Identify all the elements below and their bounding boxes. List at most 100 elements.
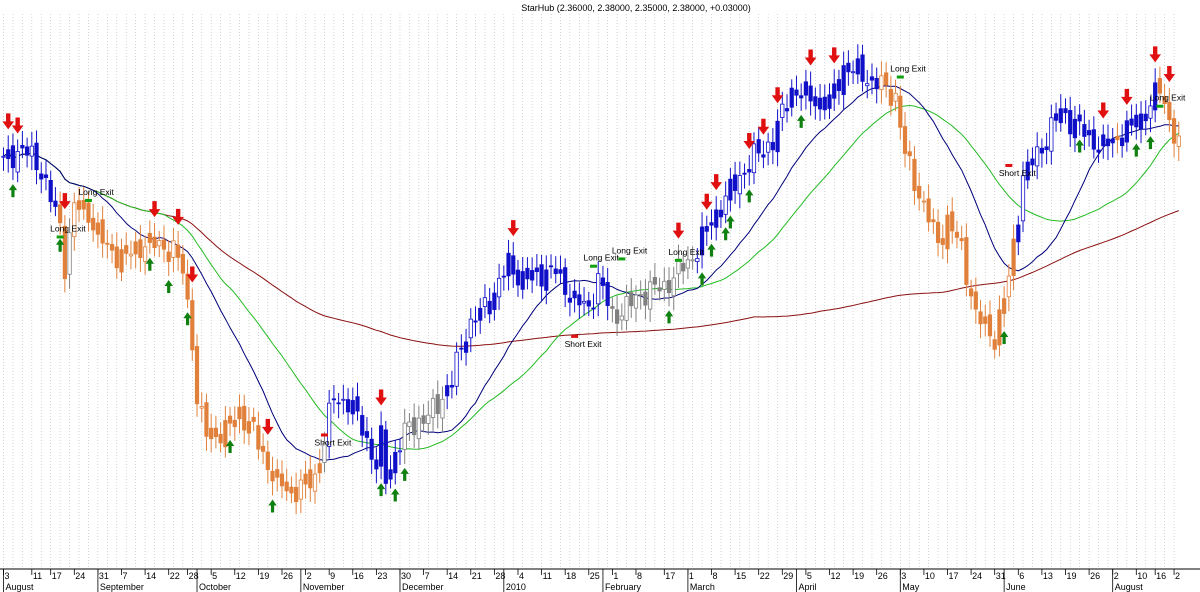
candle xyxy=(803,69,809,110)
candle xyxy=(10,133,16,181)
sell-arrow xyxy=(172,208,184,225)
candle xyxy=(615,295,620,336)
candle xyxy=(1030,147,1035,177)
candle xyxy=(737,161,742,209)
candle xyxy=(1105,124,1111,161)
candle xyxy=(213,415,218,449)
candle xyxy=(445,374,450,410)
candle xyxy=(879,61,884,104)
candle xyxy=(256,411,261,460)
candle xyxy=(586,291,591,317)
candle xyxy=(496,263,502,310)
x-tick-label: 9 xyxy=(330,571,335,581)
candle xyxy=(931,208,936,234)
long-exit-marker xyxy=(84,198,92,202)
candle xyxy=(473,306,478,337)
candle xyxy=(969,279,974,310)
candle xyxy=(133,231,138,269)
candle xyxy=(657,277,662,301)
candle xyxy=(454,342,459,396)
candle xyxy=(515,259,521,297)
x-tick-label: 16 xyxy=(354,571,364,581)
candle xyxy=(1025,149,1030,189)
candle xyxy=(369,427,374,474)
candle xyxy=(822,84,827,120)
candle xyxy=(685,246,691,279)
candle xyxy=(534,254,539,286)
x-tick-label: 18 xyxy=(566,571,576,581)
x-tick-label: 1 xyxy=(613,571,618,581)
candle xyxy=(303,460,308,499)
candle xyxy=(119,238,124,282)
candle xyxy=(917,172,922,211)
candle xyxy=(86,192,91,232)
candle xyxy=(935,209,941,257)
candle xyxy=(690,246,695,270)
candle xyxy=(954,220,960,249)
candle xyxy=(53,187,58,217)
long-exit-label: Long Exit xyxy=(584,253,620,263)
candle xyxy=(643,279,648,320)
candle xyxy=(76,186,82,223)
candle xyxy=(449,370,455,399)
candle xyxy=(888,75,893,116)
month-label: November xyxy=(303,582,345,592)
candle xyxy=(327,390,332,459)
candle xyxy=(851,60,856,85)
candle xyxy=(440,386,445,433)
candle xyxy=(761,140,766,169)
sell-arrow xyxy=(507,220,520,237)
candle xyxy=(194,334,200,417)
sell-arrow xyxy=(11,117,24,134)
candle xyxy=(992,330,997,359)
candle xyxy=(72,192,77,251)
candle xyxy=(166,240,171,276)
candle xyxy=(1077,104,1082,136)
candle xyxy=(530,257,535,293)
candle xyxy=(270,456,275,496)
buy-arrow xyxy=(145,257,155,271)
candle xyxy=(312,463,318,504)
candle xyxy=(15,139,20,183)
candle xyxy=(973,277,978,324)
candle xyxy=(841,51,846,110)
candle xyxy=(284,468,289,501)
sell-arrow xyxy=(828,47,841,64)
candle xyxy=(1044,132,1049,165)
candle xyxy=(553,256,558,284)
sell-arrow xyxy=(757,118,770,135)
candle xyxy=(1162,84,1167,114)
candle xyxy=(544,255,549,305)
candle xyxy=(1157,66,1162,104)
x-tick-label: 14 xyxy=(146,571,156,581)
x-tick-label: 19 xyxy=(1067,571,1077,581)
candle xyxy=(577,282,582,319)
candle xyxy=(459,334,464,361)
long-exit-label: Long Exit xyxy=(612,245,648,255)
candle xyxy=(62,215,67,293)
candle xyxy=(1039,138,1044,168)
chart-title: StarHub (2.36000, 2.38000, 2.35000, 2.38… xyxy=(521,3,750,13)
candle xyxy=(237,394,242,434)
x-tick-label: 17 xyxy=(52,571,62,581)
buy-arrow xyxy=(664,310,674,324)
long-exit-marker xyxy=(56,235,64,239)
buy-arrow xyxy=(55,238,65,252)
candle xyxy=(1035,132,1040,180)
candle xyxy=(1006,264,1011,312)
short-exit-marker xyxy=(571,334,579,338)
candle xyxy=(662,267,667,302)
long-exit-marker xyxy=(674,258,682,262)
buy-arrow xyxy=(1146,136,1155,150)
short-exit-marker xyxy=(1005,163,1013,167)
x-tick-label: 26 xyxy=(878,571,888,581)
long-exit-marker xyxy=(896,75,904,79)
candle xyxy=(1110,127,1115,158)
month-label: February xyxy=(605,582,642,592)
candle xyxy=(407,413,412,441)
sell-arrow xyxy=(375,389,387,406)
candle xyxy=(714,196,719,241)
candle xyxy=(209,413,214,453)
candle xyxy=(610,297,615,323)
